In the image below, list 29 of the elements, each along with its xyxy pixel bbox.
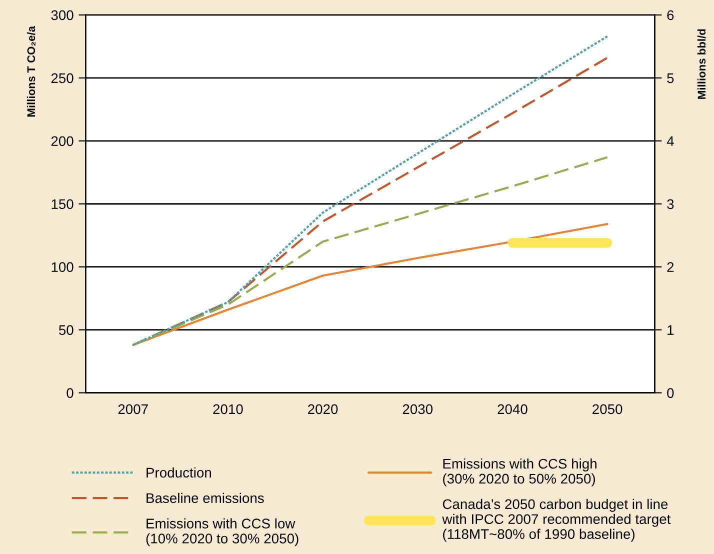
- line-series: [132, 156, 608, 346]
- x-tick-label: 2007: [118, 404, 148, 414]
- legend-label: Emissions with CCS high (30% 2020 to 50% 2050): [443, 458, 596, 486]
- x-tick-label: 2010: [213, 404, 243, 414]
- y2-tick-label: 4: [666, 136, 674, 146]
- y-tick-label: 150: [52, 199, 74, 210]
- y2-tick-label: 5: [667, 73, 674, 84]
- y2-tick-label: 6: [667, 10, 674, 20]
- x-tick-label: 2050: [592, 404, 622, 414]
- y-tick-label: 50: [58, 325, 74, 335]
- y2-tick-label: 3: [667, 199, 674, 210]
- y2-axis-title: Millions bbl/d: [697, 29, 706, 99]
- y2-tick-label: 0: [667, 388, 674, 398]
- line-series: [132, 222, 608, 346]
- legend-label: Canada’s 2050 carbon budget in line with IPCC 2007 recommended target (118MT~80% of 1990 baseline): [442, 498, 671, 542]
- y-tick-label: 300: [51, 10, 74, 20]
- y-tick-label: 250: [51, 73, 74, 84]
- x-tick-label: 2030: [402, 404, 433, 414]
- y2-tick-label: 2: [667, 262, 674, 272]
- legend-label: Baseline emissions: [146, 492, 264, 504]
- legend-label: Production: [146, 467, 211, 478]
- y-axis-title: Millions T CO₂e/a: [26, 26, 36, 117]
- y-tick-label: 0: [66, 388, 74, 398]
- x-tick-label: 2040: [498, 404, 528, 414]
- x-tick-label: 2020: [308, 404, 338, 414]
- y-tick-label: 100: [52, 262, 74, 272]
- legend-label: Emissions with CCS low (10% 2020 to 30% 2050): [146, 518, 298, 546]
- y-tick-label: 200: [51, 136, 74, 146]
- y2-tick-label: 1: [668, 325, 674, 335]
